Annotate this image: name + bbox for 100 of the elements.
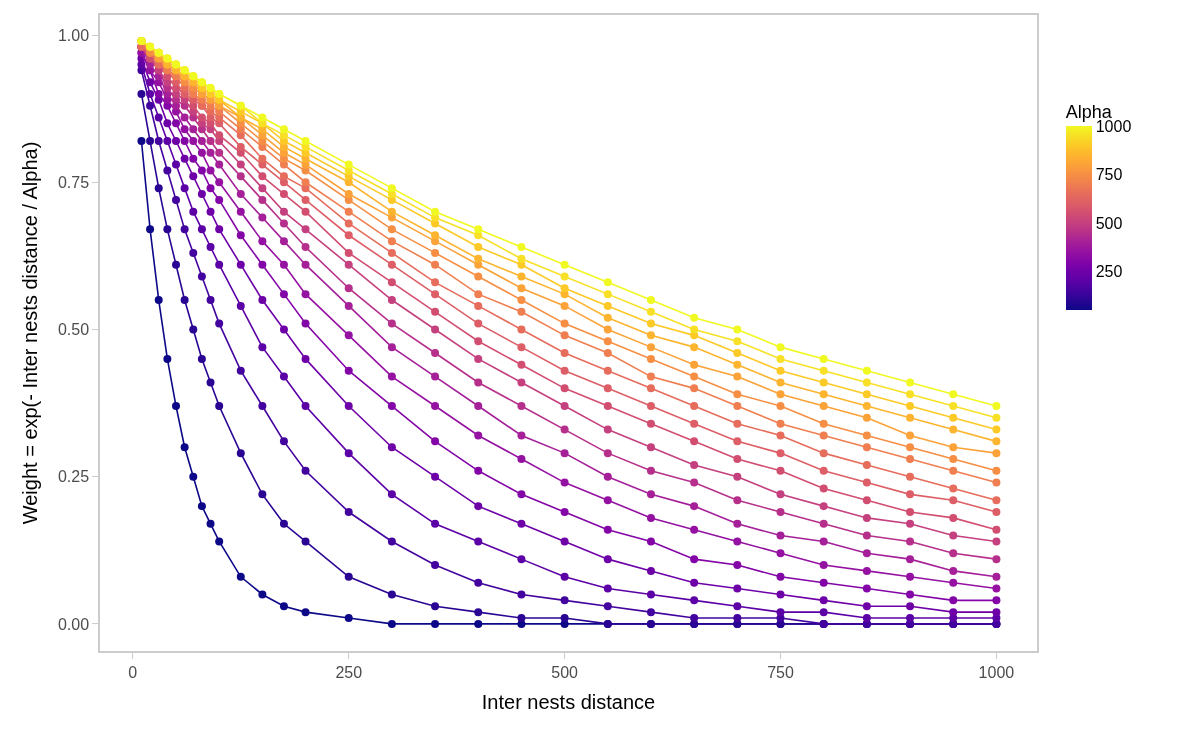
point [517, 378, 526, 387]
point [197, 354, 206, 363]
point [474, 378, 483, 387]
point [154, 137, 163, 146]
point [560, 425, 569, 434]
point [301, 225, 310, 234]
color-bar-label: 250 [1095, 263, 1123, 281]
point [172, 160, 180, 169]
point [344, 366, 353, 375]
point [146, 225, 155, 234]
point [646, 343, 655, 352]
point [431, 519, 440, 528]
point [819, 502, 828, 511]
point [236, 172, 245, 181]
point [992, 555, 1001, 564]
point [431, 290, 440, 299]
point [776, 419, 785, 428]
point [344, 449, 353, 458]
point [387, 184, 396, 193]
point [603, 366, 612, 375]
point [279, 602, 288, 611]
point [819, 390, 828, 399]
point [733, 337, 742, 346]
point [690, 460, 699, 469]
point [992, 425, 1001, 434]
y-tick-label: 1.00 [57, 26, 90, 44]
point [819, 354, 828, 363]
point [258, 402, 267, 411]
point [992, 608, 1001, 617]
point [163, 225, 172, 234]
point [431, 231, 440, 240]
point [279, 219, 288, 228]
y-tick-label: 0.75 [57, 173, 90, 191]
point [646, 608, 655, 617]
point [862, 513, 871, 522]
point [906, 472, 915, 481]
point [146, 137, 155, 146]
point [517, 307, 526, 316]
point [560, 301, 569, 310]
point [690, 614, 699, 623]
point [517, 490, 526, 499]
point [387, 237, 396, 246]
point [431, 561, 440, 570]
point [474, 319, 483, 328]
point [146, 89, 155, 98]
point [949, 390, 958, 399]
point [517, 360, 526, 369]
point [301, 178, 310, 187]
point [154, 184, 163, 193]
point [344, 207, 353, 216]
point [163, 166, 172, 175]
point [279, 172, 288, 181]
point [301, 207, 310, 216]
point [862, 614, 871, 623]
point [172, 137, 180, 146]
point [279, 372, 288, 381]
point [992, 508, 1001, 517]
point [603, 325, 612, 334]
point [206, 137, 215, 146]
point [206, 148, 215, 157]
point [258, 154, 267, 163]
point [301, 137, 310, 146]
point [279, 290, 288, 299]
point [776, 490, 785, 499]
point [517, 296, 526, 305]
point [180, 443, 189, 452]
point [215, 178, 224, 187]
point [949, 596, 958, 605]
point [344, 219, 353, 228]
point [733, 561, 742, 570]
point [560, 614, 569, 623]
point [197, 190, 206, 199]
point [387, 372, 396, 381]
point [154, 296, 163, 305]
point [819, 519, 828, 528]
point [560, 572, 569, 581]
point [279, 190, 288, 199]
point [690, 313, 699, 322]
point [992, 437, 1001, 446]
point [474, 502, 483, 511]
point [431, 248, 440, 257]
point [733, 390, 742, 399]
point [819, 402, 828, 411]
point [690, 596, 699, 605]
point [258, 113, 267, 122]
point [906, 537, 915, 546]
point [776, 531, 785, 540]
point [189, 248, 198, 257]
point [819, 466, 828, 475]
point [949, 484, 958, 493]
point [474, 337, 483, 346]
point [690, 360, 699, 369]
point [474, 225, 483, 234]
point [431, 260, 440, 269]
point [206, 207, 215, 216]
point [215, 319, 224, 328]
point [279, 125, 288, 134]
point [301, 537, 310, 546]
point [344, 260, 353, 269]
point [387, 490, 396, 499]
